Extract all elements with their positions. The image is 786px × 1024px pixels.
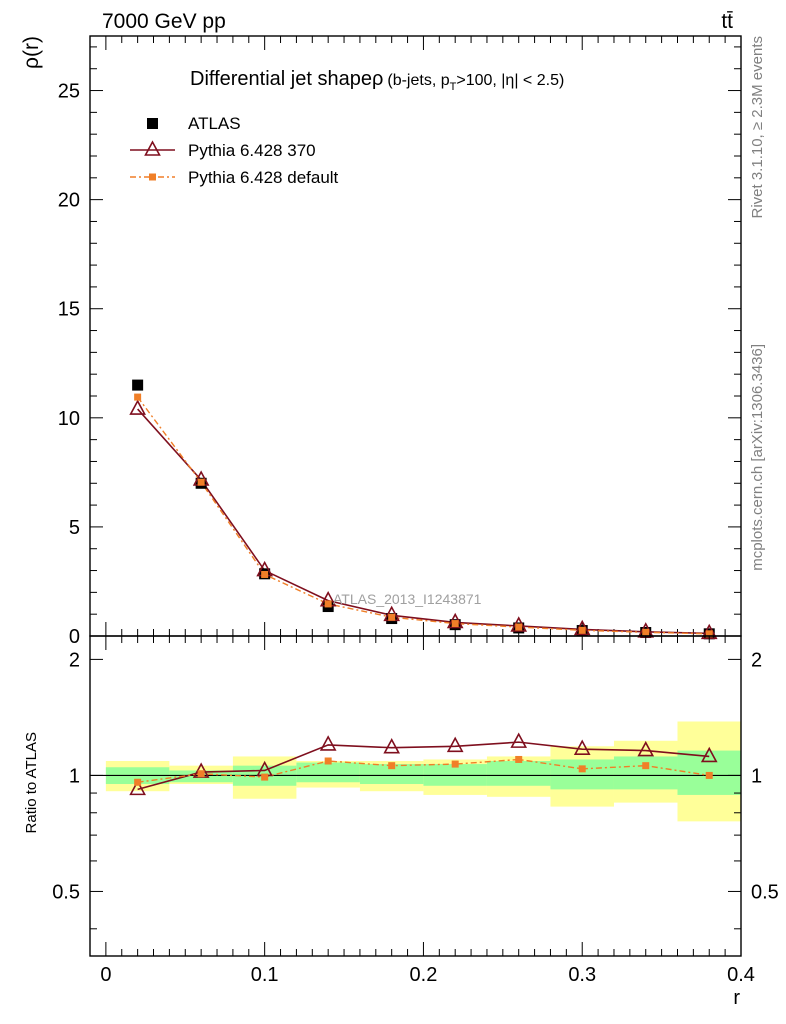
chart-title-detail-pre: (b-jets, p — [387, 72, 449, 89]
ratio-plot-panel: 0.5 0.5 1 1 2 2 0 0.1 0.2 0.3 0.4 — [52, 635, 779, 986]
process-label: tt̄ — [721, 10, 733, 33]
uncertainty-band-inner — [613, 756, 678, 790]
ratio-point-pythia-default — [324, 757, 332, 765]
x-tick-label: 0 — [100, 964, 111, 986]
x-tick-label: 0.2 — [410, 964, 438, 986]
data-point-pythia-default — [515, 623, 523, 631]
data-point-pythia-default — [261, 570, 269, 578]
main-plot-panel: 0 5 10 15 20 25 — [58, 35, 742, 648]
data-point-pythia-default — [324, 600, 332, 608]
ratio-point-pythia-default — [642, 762, 650, 770]
ratio-series-line — [137, 741, 710, 791]
legend-marker-atlas — [147, 118, 158, 129]
chart-title-main: Differential jet shape — [190, 68, 372, 90]
uncertainty-band-inner — [486, 760, 551, 786]
chart-title-detail-sub: T — [450, 81, 457, 93]
data-point-pythia-default — [705, 630, 713, 638]
ratio-point-pythia-default — [197, 770, 205, 778]
ratio-y-tick-label-left: 2 — [69, 649, 80, 671]
ratio-point-pythia-370 — [383, 738, 401, 754]
ratio-plot-frame — [89, 635, 742, 957]
ratio-series-line — [137, 758, 710, 783]
x-tick-label: 0.4 — [727, 964, 755, 986]
ratio-y-tick-label-left: 0.5 — [52, 881, 80, 903]
ratio-point-pythia-default — [705, 771, 713, 779]
x-axis-label: r — [733, 987, 740, 1009]
ratio-point-pythia-default — [388, 762, 396, 770]
mcplots-label: mcplots.cern.ch [arXiv:1306.3436] — [749, 344, 766, 571]
ratio-point-pythia-default — [515, 755, 523, 763]
ratio-y-tick-label-right: 1 — [751, 765, 762, 787]
legend-label-pythia-default: Pythia 6.428 default — [188, 168, 339, 187]
y-tick-label: 0 — [69, 626, 80, 648]
ratio-point-pythia-370 — [129, 779, 146, 796]
legend-marker-pythia-370 — [144, 140, 161, 156]
legend: ATLAS Pythia 6.428 370 Pythia 6.428 defa… — [130, 114, 339, 187]
series-line — [137, 396, 710, 635]
rivet-version-label: Rivet 3.1.10, ≥ 2.3M events — [749, 36, 766, 219]
ratio-y-tick-label-right: 0.5 — [751, 881, 779, 903]
ratio-point-pythia-370 — [446, 736, 464, 753]
data-point-pythia-default — [388, 613, 396, 621]
legend-marker-pythia-default — [149, 173, 156, 181]
ratio-point-pythia-default — [451, 760, 459, 768]
y-tick-label: 25 — [58, 81, 80, 103]
uncertainty-band-inner — [359, 764, 424, 785]
x-tick-label: 0.1 — [251, 964, 279, 986]
watermark: ATLAS_2013_I1243871 — [333, 591, 482, 607]
ratio-point-pythia-370 — [637, 740, 655, 757]
chart-title-symbol: ρ — [372, 68, 383, 90]
data-point-pythia-default — [451, 620, 459, 628]
y-tick-label: 20 — [58, 190, 80, 212]
data-point-pythia-370 — [129, 399, 146, 415]
ratio-point-pythia-default — [578, 765, 586, 773]
y-tick-label: 5 — [69, 517, 80, 539]
chart-title: Differential jet shapeρ (b-jets, pT>100, … — [190, 68, 564, 93]
ratio-point-pythia-default — [134, 778, 142, 786]
ratio-y-tick-label-right: 2 — [751, 649, 762, 671]
y-tick-label: 10 — [58, 408, 80, 430]
ratio-point-pythia-370 — [573, 739, 591, 755]
data-point-pythia-default — [578, 626, 586, 634]
chart-title-detail-post: >100, |η| < 2.5) — [456, 72, 564, 89]
ratio-point-pythia-370 — [319, 735, 337, 751]
uncertainty-band-inner — [296, 762, 360, 783]
ratio-ylabel: Ratio to ATLAS — [23, 732, 40, 833]
uncertainty-band-inner — [550, 759, 614, 790]
ratio-point-pythia-default — [261, 773, 269, 781]
ratio-point-pythia-370 — [510, 732, 528, 748]
energy-label: 7000 GeV pp — [102, 10, 226, 33]
data-point-atlas — [132, 379, 144, 391]
x-tick-label: 0.3 — [568, 964, 596, 986]
legend-label-atlas: ATLAS — [188, 114, 241, 133]
ratio-y-tick-label-left: 1 — [69, 765, 80, 787]
legend-label-pythia-370: Pythia 6.428 370 — [188, 141, 316, 160]
data-point-pythia-default — [642, 628, 650, 636]
main-ylabel: ρ(r) — [20, 36, 43, 69]
y-tick-label: 15 — [58, 299, 80, 321]
ratio-point-pythia-370 — [700, 746, 718, 763]
data-point-pythia-default — [197, 478, 205, 486]
data-point-pythia-default — [134, 393, 142, 401]
